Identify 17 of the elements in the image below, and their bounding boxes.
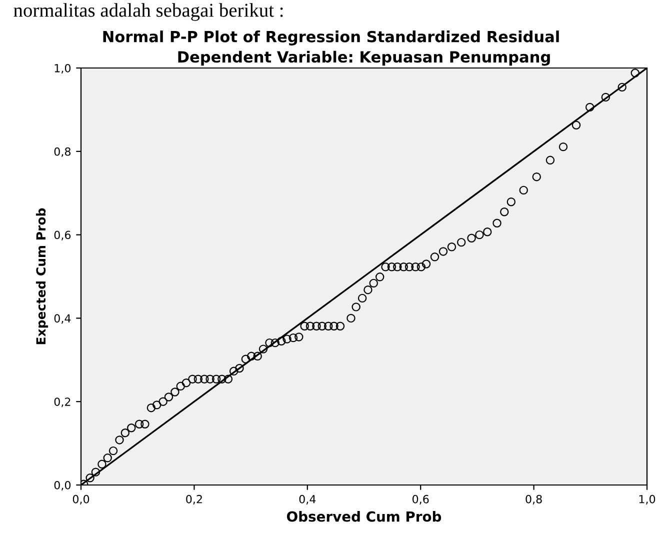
x-tick-label: 0,4 <box>299 494 316 504</box>
y-tick-label: 0,6 <box>54 230 71 240</box>
x-tick-label: 0,0 <box>72 494 90 504</box>
y-tick-label: 0,4 <box>54 314 71 324</box>
y-tick-label: 0,0 <box>54 480 71 491</box>
text: normalitas adalah sebagai berikut : <box>14 3 283 21</box>
x-axis-title: Observed Cum Prob <box>286 511 442 522</box>
x-tick-label: 0,8 <box>526 494 542 504</box>
x-tick-label: 0,6 <box>412 494 429 504</box>
chart-subtitle: Dependent Variable: Kepuasan Penumpang <box>178 50 550 66</box>
y-tick-label: 0,8 <box>54 147 71 157</box>
y-tick-label: 1,0 <box>54 64 71 74</box>
x-tick-label: 1,0 <box>639 494 656 504</box>
chart-title: Normal P-P Plot of Regression Standardized Residual <box>103 30 559 46</box>
y-axis-title: Expected Cum Prob <box>36 208 48 344</box>
y-tick-label: 0,2 <box>54 398 70 408</box>
x-tick-label: 0,2 <box>186 494 202 504</box>
